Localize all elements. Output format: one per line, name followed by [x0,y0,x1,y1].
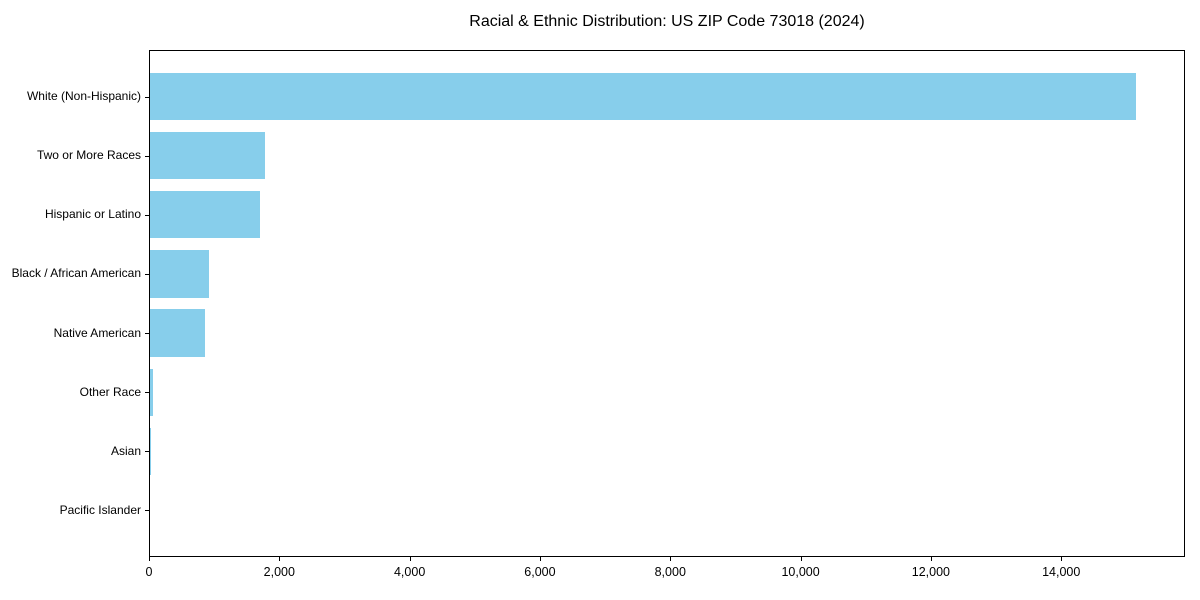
x-tick-mark [409,557,411,561]
x-tick-mark [539,557,541,561]
y-tick-mark [145,392,149,394]
x-tick-label: 8,000 [654,565,686,579]
x-tick-mark [670,557,672,561]
y-tick-mark [145,510,149,512]
x-tick-label: 12,000 [911,565,950,579]
bar-hispanic-or-latino [150,191,260,239]
plot-area [149,50,1185,557]
x-tick-label: 0 [145,565,153,579]
y-tick-label: Two or More Races [36,148,141,163]
x-tick-label: 14,000 [1042,565,1081,579]
y-tick-mark [145,273,149,275]
y-tick-label: Native American [53,325,141,340]
x-tick-mark [800,557,802,561]
bar-asian [150,427,151,475]
y-tick-mark [145,155,149,157]
y-tick-label: White (Non-Hispanic) [26,89,141,104]
x-tick-mark [149,557,150,561]
x-tick-mark [279,557,281,561]
bar-black-african-american [150,250,209,298]
y-tick-mark [145,333,149,335]
x-tick-mark [930,557,932,561]
y-tick-label: Black / African American [11,266,141,281]
y-tick-label: Asian [110,443,141,458]
chart-title: Racial & Ethnic Distribution: US ZIP Cod… [469,13,865,30]
x-tick-label: 2,000 [263,565,295,579]
y-tick-label: Pacific Islander [59,502,141,517]
x-tick-mark [1061,557,1063,561]
y-tick-label: Other Race [79,384,141,399]
bar-other-race [150,368,153,416]
x-tick-label: 6,000 [524,565,556,579]
y-tick-mark [145,214,149,216]
y-tick-label: Hispanic or Latino [44,207,141,222]
bar-white-non-hispanic [150,73,1137,121]
x-tick-label: 4,000 [393,565,426,579]
bar-native-american [150,309,206,357]
y-tick-mark [145,96,149,98]
bar-two-or-more-races [150,132,265,180]
y-tick-mark [145,451,149,453]
x-tick-label: 10,000 [781,565,820,579]
